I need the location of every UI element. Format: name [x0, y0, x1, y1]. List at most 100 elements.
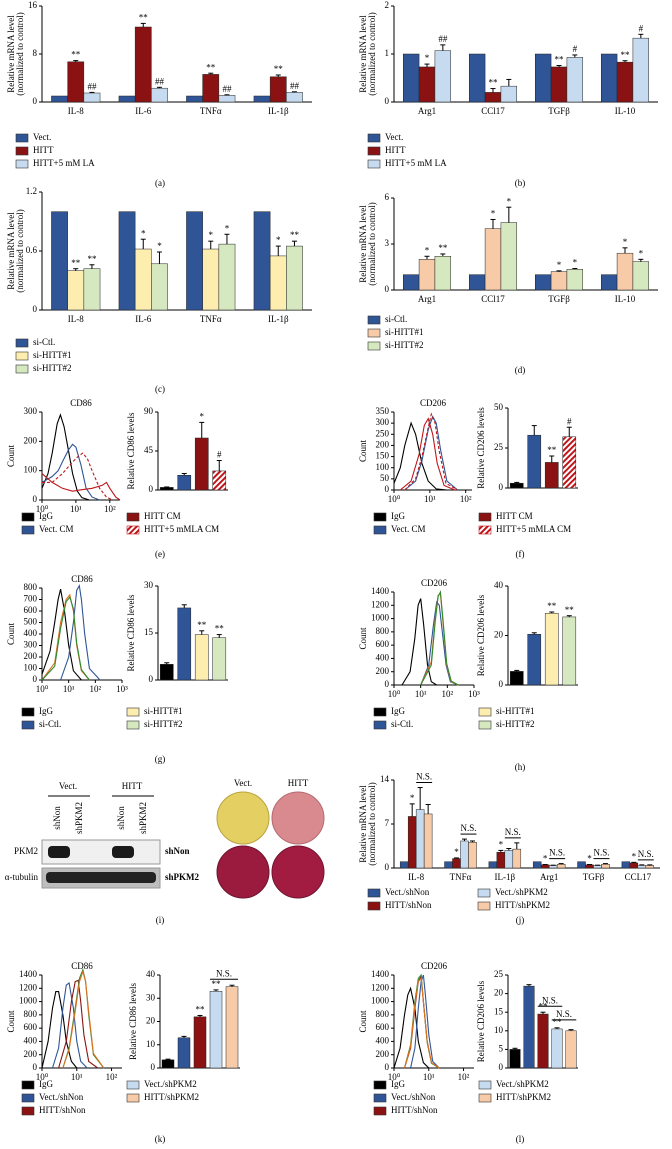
legend-label: IgG — [39, 706, 53, 716]
legend-swatch — [478, 512, 492, 522]
histogram-curve — [51, 982, 88, 1069]
y-tick-label: 0 — [385, 284, 390, 294]
bar — [484, 92, 502, 103]
significance-label: * — [499, 839, 504, 849]
y-tick-label: 14 — [380, 774, 390, 784]
bar — [460, 840, 469, 869]
bar — [286, 92, 303, 103]
bar — [565, 1030, 577, 1069]
plate — [271, 845, 325, 899]
y-axis-label: Count — [6, 445, 16, 468]
legend-swatch — [478, 707, 492, 717]
chart-title: CD86 — [71, 961, 93, 971]
significance-label: # — [217, 450, 222, 460]
x-tick-label: TNFα — [200, 106, 222, 116]
significance-label: * — [557, 260, 562, 270]
histogram-curve — [404, 412, 458, 491]
histogram-curve — [58, 979, 99, 1069]
y-tick-label: 200 — [24, 651, 38, 661]
bar — [500, 85, 518, 103]
y-tick-label: 600 — [24, 605, 38, 615]
y-axis-label: Count — [6, 1010, 16, 1033]
y-axis-label: Count — [358, 1010, 368, 1033]
bar — [629, 862, 639, 869]
bar — [621, 861, 631, 869]
legend-swatch — [126, 512, 140, 522]
x-tick-label: 10⁰ — [36, 1072, 49, 1082]
histogram-curve — [403, 976, 440, 1069]
bar — [537, 1013, 549, 1069]
y-tick-label: 800 — [24, 1009, 38, 1019]
y-tick-label: 5 — [499, 1043, 504, 1053]
legend-label: HITT+5 mMLA CM — [144, 524, 219, 534]
significance-label: ## — [87, 81, 97, 91]
y-tick-label: 800 — [24, 582, 38, 592]
panel-label: (a) — [155, 178, 165, 188]
legend-swatch — [21, 512, 35, 522]
bar — [159, 664, 174, 681]
y-tick-label: 10 — [494, 1025, 504, 1035]
legend-label: HITT/shPKM2 — [495, 900, 550, 910]
bar — [551, 1028, 563, 1069]
bracket-label: N.S. — [593, 848, 609, 858]
significance-label: # — [573, 44, 578, 54]
bar — [512, 848, 522, 869]
legend-label: HITT+5 mM LA — [33, 158, 95, 168]
x-tick-label: CCl17 — [481, 294, 505, 304]
histogram-curve — [41, 443, 100, 501]
bar — [399, 861, 409, 869]
chart-title: CD206 — [421, 961, 448, 971]
legend-swatch — [21, 1080, 35, 1090]
y-tick-label: 50 — [380, 473, 390, 483]
significance-label: * — [209, 230, 214, 240]
y-tick-label: 200 — [24, 435, 38, 445]
legend-label: HITT/shNon — [385, 900, 432, 910]
x-tick-label: 10⁰ — [36, 504, 49, 514]
legend-swatch — [126, 707, 140, 717]
bar — [645, 865, 655, 869]
bar — [186, 211, 203, 311]
bar — [177, 475, 192, 491]
legend-label: si-Ctl. — [33, 337, 55, 347]
y-axis-label: Relative mRNA level — [6, 15, 16, 93]
bar — [509, 482, 524, 489]
chart-title: CD206 — [420, 398, 447, 408]
plate — [216, 791, 270, 845]
y-tick-label: 200 — [376, 1049, 390, 1059]
legend-swatch — [21, 707, 35, 717]
significance-label: * — [543, 854, 548, 864]
significance-label: * — [639, 248, 644, 258]
y-tick-label: 30 — [144, 580, 154, 590]
histogram-curve — [404, 415, 459, 491]
legend-swatch — [478, 1080, 492, 1090]
legend-swatch — [367, 159, 381, 169]
significance-label: ** — [489, 78, 499, 88]
legend-swatch — [478, 1093, 492, 1103]
bar — [509, 671, 524, 686]
legend-swatch — [15, 364, 29, 374]
bar — [562, 616, 577, 686]
y-tick-label: 0 — [499, 482, 504, 492]
y-tick-label: 400 — [376, 652, 390, 662]
histogram-curve — [410, 974, 440, 1069]
histogram-curve — [41, 596, 90, 681]
x-tick-label: IL-6 — [135, 314, 151, 324]
bar — [202, 74, 220, 103]
bar — [269, 76, 287, 103]
y-tick-label: 1200 — [371, 982, 390, 992]
legend-swatch — [367, 888, 381, 898]
legend-swatch — [478, 720, 492, 730]
bar — [161, 1059, 175, 1069]
plate-row-label: shNon — [165, 846, 190, 856]
bar — [544, 462, 559, 489]
y-axis-label: Relative CD206 levels — [476, 980, 486, 1062]
y-tick-label: 400 — [376, 1035, 390, 1045]
y-axis-label: (normalized to control) — [367, 782, 377, 865]
plate-col-label: HITT — [288, 778, 309, 788]
significance-label: * — [425, 245, 430, 255]
bar — [253, 211, 271, 311]
bar — [151, 87, 168, 103]
y-tick-label: 200 — [376, 439, 390, 449]
bracket-label: N.S. — [460, 823, 476, 833]
x-tick-label: TNFα — [200, 314, 222, 324]
